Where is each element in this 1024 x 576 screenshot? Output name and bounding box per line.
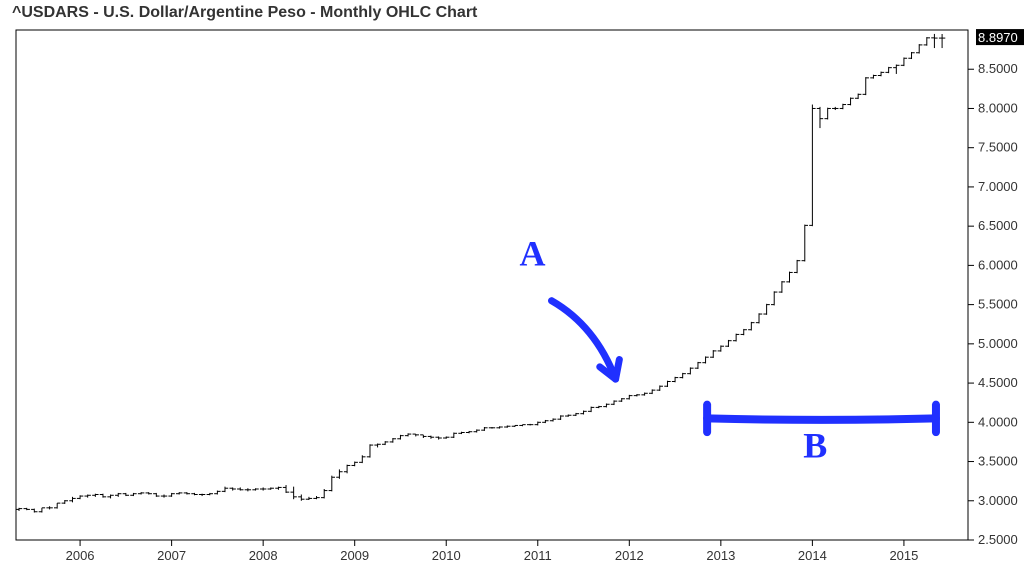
ohlc-chart: 2.5000 3.0000 3.5000 4.0000 4.5000 5.0000 5.50… — [0, 0, 1024, 576]
y-tick-label: 5.0000 — [978, 336, 1018, 351]
y-tick-label: 7.5000 — [978, 140, 1018, 155]
y-tick-label: 6.5000 — [978, 218, 1018, 233]
annotation-a-label: A — [519, 233, 545, 273]
x-tick-label: 2013 — [706, 548, 735, 563]
y-tick-label: 8.0000 — [978, 100, 1018, 115]
y-tick-label: 8.5000 — [978, 61, 1018, 76]
y-tick-label: 3.0000 — [978, 493, 1018, 508]
x-tick-label: 2006 — [66, 548, 95, 563]
x-tick-label: 2011 — [524, 548, 552, 563]
y-tick-label: 6.0000 — [978, 257, 1018, 272]
y-tick-label: 4.5000 — [978, 375, 1018, 390]
y-current-label: 8.8970 — [978, 30, 1018, 45]
x-tick-label: 2007 — [157, 548, 186, 563]
y-tick-label: 4.0000 — [978, 414, 1018, 429]
y-tick-label: 2.5000 — [978, 532, 1018, 547]
x-tick-label: 2012 — [615, 548, 644, 563]
x-tick-label: 2014 — [798, 548, 827, 563]
annotation-b-bracket — [707, 418, 936, 420]
x-tick-label: 2015 — [889, 548, 918, 563]
annotation-b-label: B — [803, 426, 827, 466]
y-tick-label: 3.5000 — [978, 454, 1018, 469]
x-tick-label: 2009 — [340, 548, 369, 563]
x-tick-label: 2008 — [249, 548, 278, 563]
y-tick-label: 7.0000 — [978, 179, 1018, 194]
y-tick-label: 5.5000 — [978, 297, 1018, 312]
x-tick-label: 2010 — [432, 548, 461, 563]
